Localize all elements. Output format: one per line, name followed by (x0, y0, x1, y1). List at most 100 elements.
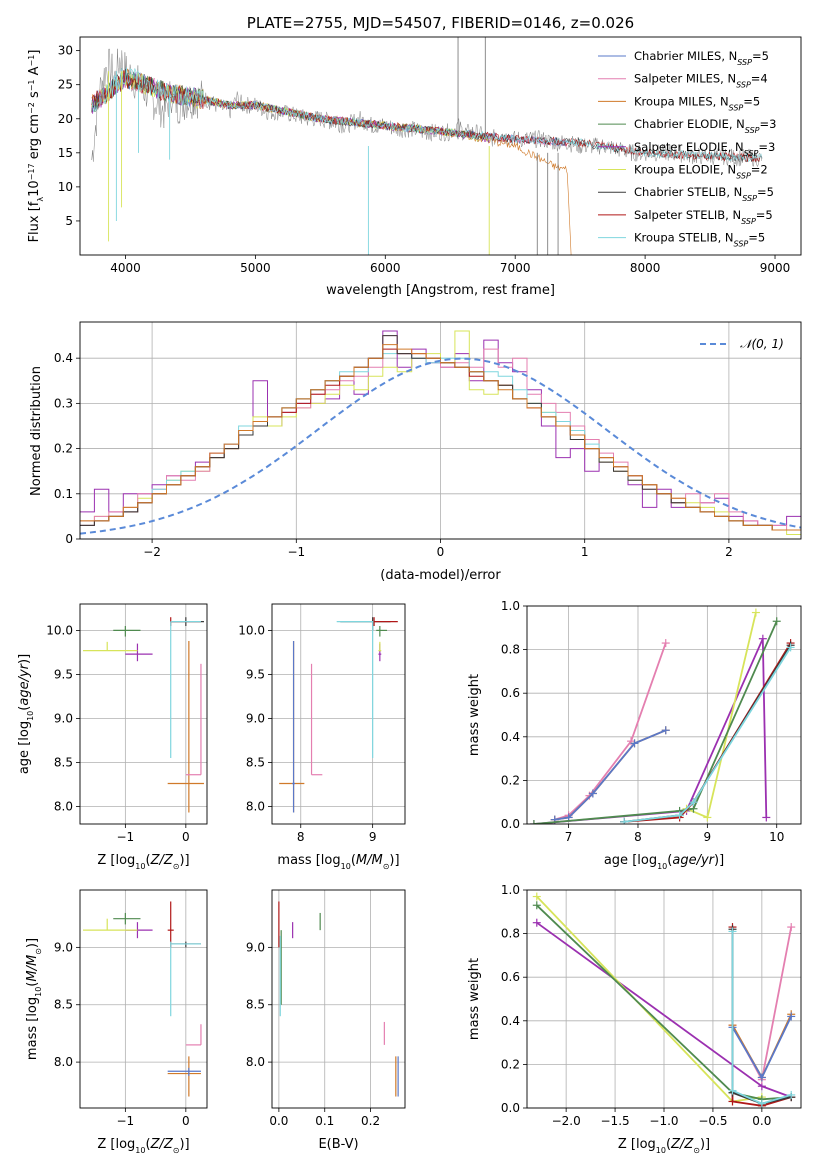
weight-line-8 (623, 646, 792, 823)
y-tick-label: 10.0 (238, 623, 265, 637)
y-axis-label: Flux [fλ10−17 erg cm−2 s−1 A−1] (27, 50, 45, 243)
panel-age-vs-mass: 8 9 8.0 8.5 9.0 9.5 10.0 mass [log10(M/M⊙)] (238, 603, 406, 871)
plot-area (278, 901, 399, 1097)
x-tick-label: 0.1 (315, 1114, 334, 1128)
x-axis-label: E(B-V) (318, 1137, 358, 1152)
y-axis-label: mass [log10(M/M⊙)] (25, 938, 43, 1060)
y-axis-label: Normed distribution (29, 366, 44, 496)
x-tick-label: −2 (143, 545, 161, 559)
y-tick-label: 0.3 (54, 396, 73, 410)
x-tick-label: 9000 (760, 261, 791, 275)
y-tick-label: 0.0 (501, 1101, 520, 1115)
x-axis-label: (data-model)/error (380, 568, 501, 583)
y-tick-label: 10.0 (46, 623, 73, 637)
x-tick-label: 8 (297, 830, 305, 844)
x-tick-label: 9 (704, 830, 712, 844)
plot-area (83, 617, 204, 813)
x-tick-label: 0 (182, 830, 190, 844)
axes-frame (526, 889, 802, 1109)
plot-area (80, 330, 801, 535)
axes-frame (79, 36, 802, 256)
plot-area (279, 617, 398, 813)
panel-mass-weight-vs-Z: −2.0 −1.5 −1.0 −0.5 0.0 0.0 0.2 0.4 0.6 0.8 1.0 Z [… (467, 883, 802, 1155)
x-tick-label: −1.5 (601, 1114, 630, 1128)
gaussian-curve (80, 357, 801, 535)
weight-line-1 (536, 895, 763, 1103)
x-tick-label: 1 (581, 545, 589, 559)
legend-label: Chabrier MILES, NSSP=5 (634, 49, 769, 67)
y-axis-label: age [log10(age/yr)] (17, 654, 35, 774)
x-tick-label: 0.2 (361, 1114, 380, 1128)
axes-frame (271, 603, 406, 825)
x-tick-label: 9 (369, 830, 377, 844)
legend-label: Salpeter ELODIE, NSSP=3 (634, 140, 775, 158)
x-tick-label: 6000 (370, 261, 401, 275)
model-line-7 (91, 69, 763, 162)
histogram-step-6 (80, 344, 801, 531)
plot-area (529, 608, 795, 824)
x-axis-label: Z [log10(Z/Z⊙)] (618, 1137, 710, 1155)
y-tick-label: 8.5 (246, 998, 265, 1012)
panel-spectrum: 4000 5000 6000 7000 8000 9000 5 10 15 20 25 30 PLATE… (27, 14, 802, 298)
x-axis-label: Z [log10(Z/Z⊙)] (97, 853, 189, 871)
x-tick-label: 0 (437, 545, 445, 559)
panel-mass-vs-EBV: 0.0 0.1 0.2 8.0 8.5 9.0 E(B-V) (246, 889, 406, 1152)
x-tick-label: 0 (182, 1114, 190, 1128)
panel-mass-weight-vs-age: 7 8 9 10 0.0 0.2 0.4 0.6 0.8 1.0 age [log10(age/yr… (467, 599, 802, 871)
y-tick-label: 25 (58, 78, 73, 92)
y-tick-label: 0.1 (54, 487, 73, 501)
y-tick-label: 0.2 (54, 442, 73, 456)
axes-frame (79, 889, 208, 1109)
x-tick-label: 4000 (110, 261, 141, 275)
y-tick-label: 9.5 (54, 667, 73, 681)
x-tick-label: −0.5 (698, 1114, 727, 1128)
y-tick-label: 0.6 (501, 686, 520, 700)
x-axis-label: wavelength [Angstrom, rest frame] (326, 283, 555, 298)
x-tick-label: 10 (769, 830, 784, 844)
y-tick-label: 0.2 (501, 1057, 520, 1071)
y-tick-label: 5 (65, 214, 73, 228)
x-tick-label: 2 (725, 545, 733, 559)
x-tick-label: −1 (117, 1114, 135, 1128)
y-tick-label: 0.8 (501, 643, 520, 657)
weight-line-5 (533, 620, 778, 824)
legend-label: Chabrier STELIB, NSSP=5 (634, 185, 774, 203)
x-tick-label: 5000 (240, 261, 271, 275)
x-axis-label: mass [log10(M/M⊙)] (277, 853, 399, 871)
panel-mass-vs-Z: −1 0 8.0 8.5 9.0 Z [log10(Z/Z⊙)] mass [log10(M… (25, 889, 208, 1155)
weight-line-8 (731, 931, 792, 1105)
y-tick-label: 0.4 (54, 351, 73, 365)
x-tick-label: 0.0 (269, 1114, 288, 1128)
axes-frame (79, 321, 802, 540)
legend-label: Chabrier ELODIE, NSSP=3 (634, 117, 776, 135)
y-tick-label: 9.0 (54, 711, 73, 725)
x-tick-label: 8 (634, 830, 642, 844)
model-line-8 (91, 67, 763, 163)
weight-line-1 (554, 729, 667, 821)
x-axis-label: age [log10(age/yr)] (604, 853, 724, 871)
plot-area (532, 892, 796, 1108)
y-tick-label: 8.0 (54, 799, 73, 813)
y-axis-label: mass weight (467, 674, 482, 756)
y-tick-label: 1.0 (501, 599, 520, 613)
x-tick-label: 7000 (500, 261, 531, 275)
y-tick-label: 8.0 (246, 799, 265, 813)
axes-frame (79, 603, 208, 825)
y-tick-label: 20 (58, 112, 73, 126)
x-tick-label: −1 (117, 830, 135, 844)
legend-label: Salpeter MILES, NSSP=4 (634, 72, 768, 90)
y-tick-label: 0.4 (501, 1014, 520, 1028)
x-tick-label: 7 (565, 830, 573, 844)
weight-line-2 (536, 904, 792, 1101)
y-tick-label: 15 (58, 146, 73, 160)
y-tick-label: 0.0 (501, 817, 520, 831)
axes-frame (526, 605, 802, 825)
legend-label: Kroupa MILES, NSSP=5 (634, 94, 760, 112)
y-tick-label: 8.0 (246, 1055, 265, 1069)
y-tick-label: 9.0 (246, 940, 265, 954)
y-tick-label: 8.0 (54, 1055, 73, 1069)
y-tick-label: 8.5 (54, 998, 73, 1012)
y-tick-label: 9.0 (54, 940, 73, 954)
panel-residuals: −2 −1 0 1 2 0 0.1 0.2 0.3 0.4 (data-model)/error No… (29, 321, 802, 583)
